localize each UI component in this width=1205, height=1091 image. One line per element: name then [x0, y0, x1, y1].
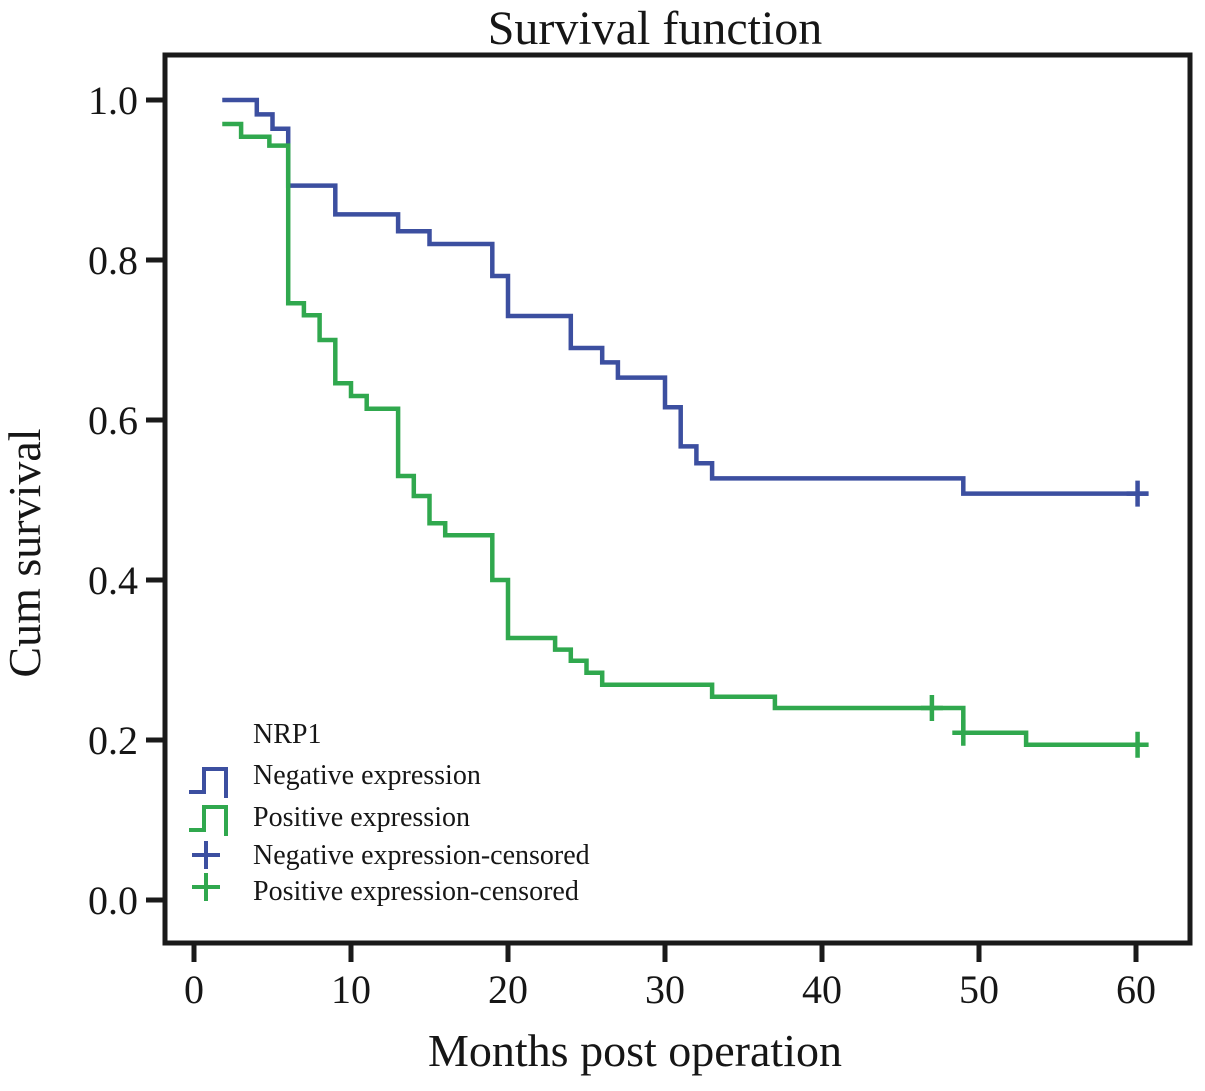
x-tick-label: 30	[645, 967, 685, 1012]
x-tick-label: 20	[488, 967, 528, 1012]
legend-label-negative-expression: Negative expression	[253, 760, 481, 791]
survival-step-curve-positive-expression	[222, 121, 1149, 748]
negative-censored-plus-icon	[192, 841, 220, 869]
censor-marks	[920, 480, 1149, 758]
x-tick-label: 60	[1116, 967, 1156, 1012]
y-tick-label: 0.4	[88, 558, 138, 603]
legend-label-negative-censored: Negative expression-censored	[253, 840, 590, 871]
negative-expression-step-icon	[189, 767, 228, 798]
legend-title: NRP1	[253, 719, 321, 750]
legend-label-positive-expression: Positive expression	[253, 802, 470, 833]
x-tick-label: 10	[331, 967, 371, 1012]
y-tick-label: 0.2	[88, 718, 138, 763]
y-tick-label: 0.6	[88, 398, 138, 443]
censor-mark-positive-expression	[920, 695, 943, 721]
positive-expression-step-icon	[189, 805, 228, 836]
censor-mark-negative-expression	[1126, 480, 1149, 507]
positive-censored-plus-icon	[192, 873, 220, 901]
plot-frame	[162, 52, 1193, 946]
x-tick-label: 40	[802, 967, 842, 1012]
survival-step-curve-negative-expression	[222, 97, 1149, 496]
censor-mark-positive-expression	[1126, 731, 1149, 758]
axis-ticks: 1.0 0.8 0.6 0.4 0.2 0.0 0 10 20 30 40 50 60	[88, 78, 1156, 1012]
survival-curves	[222, 97, 1149, 748]
x-axis-label: Months post operation	[428, 1025, 842, 1076]
x-tick-label: 50	[959, 967, 999, 1012]
censor-mark-positive-expression	[952, 719, 975, 746]
legend-label-positive-censored: Positive expression-censored	[253, 876, 579, 907]
legend: NRP1 Negative expression Positive expres…	[189, 719, 590, 907]
x-tick-label: 0	[184, 967, 204, 1012]
y-tick-label: 0.0	[88, 878, 138, 923]
y-tick-label: 0.8	[88, 238, 138, 283]
y-axis-label: Cum survival	[0, 428, 50, 677]
y-tick-label: 1.0	[88, 78, 138, 123]
chart-title: Survival function	[488, 2, 823, 55]
